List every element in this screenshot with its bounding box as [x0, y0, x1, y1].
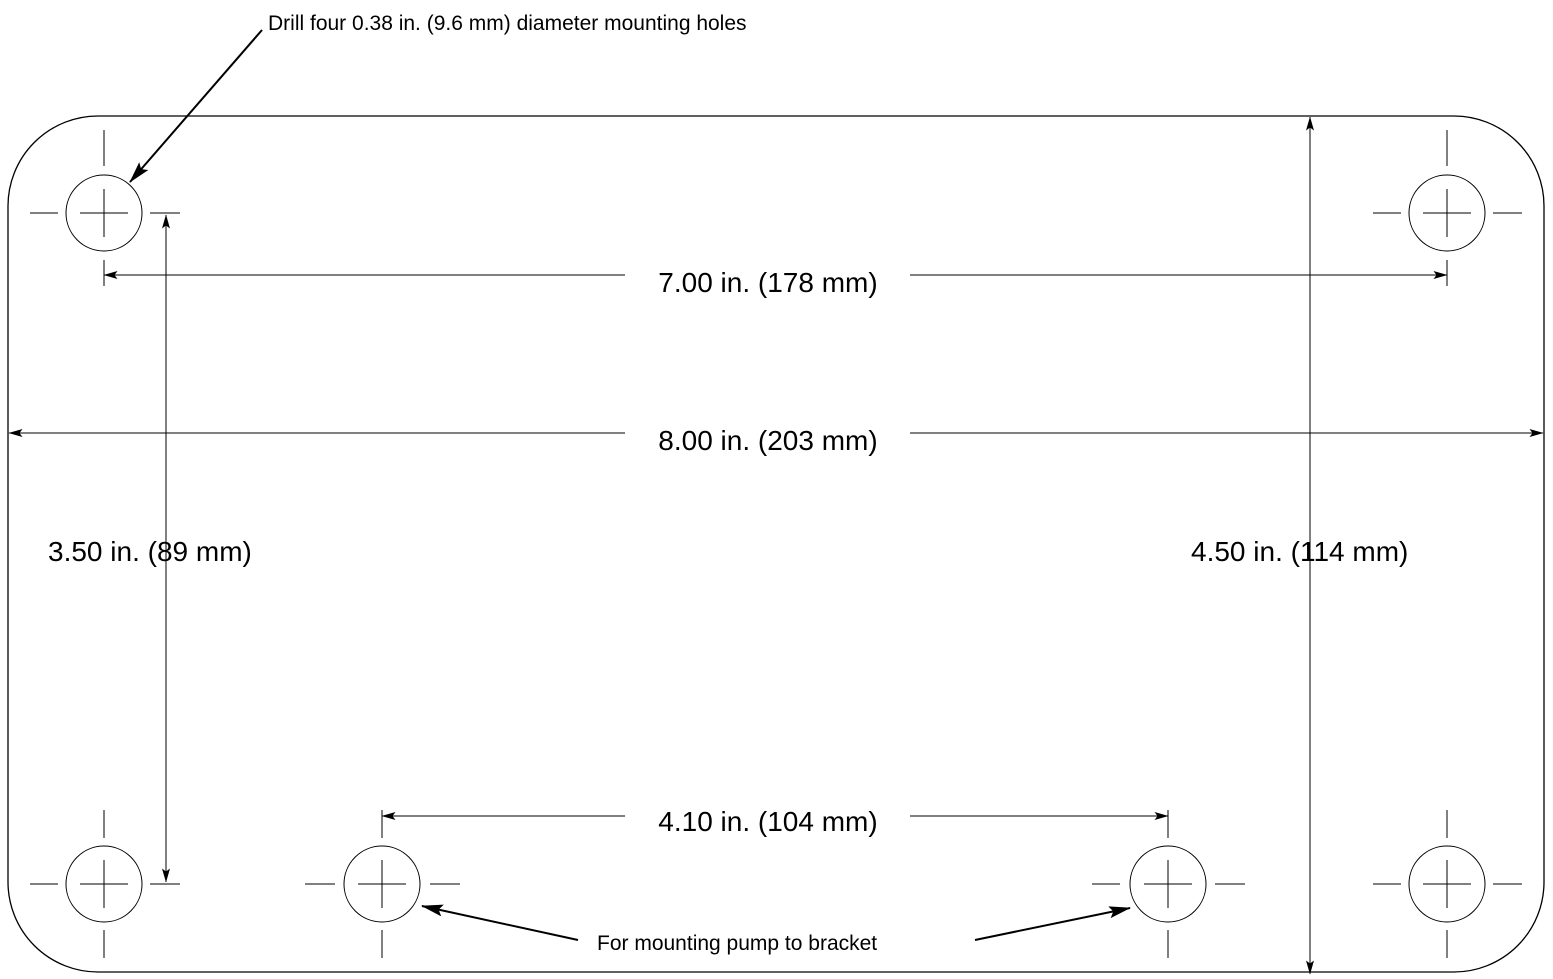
hole-spacing-horizontal-label: 7.00 in. (178 mm) [658, 267, 877, 298]
pump-hole-right [1092, 810, 1245, 958]
pump-note-leader-right [974, 906, 1131, 941]
pump-note-leader-left [421, 904, 579, 941]
mounting-hole-bottom-left [30, 810, 180, 958]
mounting-hole-bottom-right [1373, 810, 1522, 958]
pump-hole-left [305, 810, 460, 958]
overall-height-label: 4.50 in. (114 mm) [1191, 536, 1408, 567]
hole-spacing-vertical-label: 3.50 in. (89 mm) [48, 536, 252, 567]
drill-note-leader [129, 29, 263, 183]
overall-width-label: 8.00 in. (203 mm) [658, 425, 877, 456]
pump-mount-note: For mounting pump to bracket [597, 932, 877, 955]
pump-hole-spacing-label: 4.10 in. (104 mm) [658, 806, 877, 837]
drill-holes-note: Drill four 0.38 in. (9.6 mm) diameter mo… [268, 12, 747, 35]
bracket-outline [7, 115, 1545, 973]
mounting-hole-top-left [30, 130, 180, 286]
mounting-hole-top-right [1373, 130, 1522, 286]
